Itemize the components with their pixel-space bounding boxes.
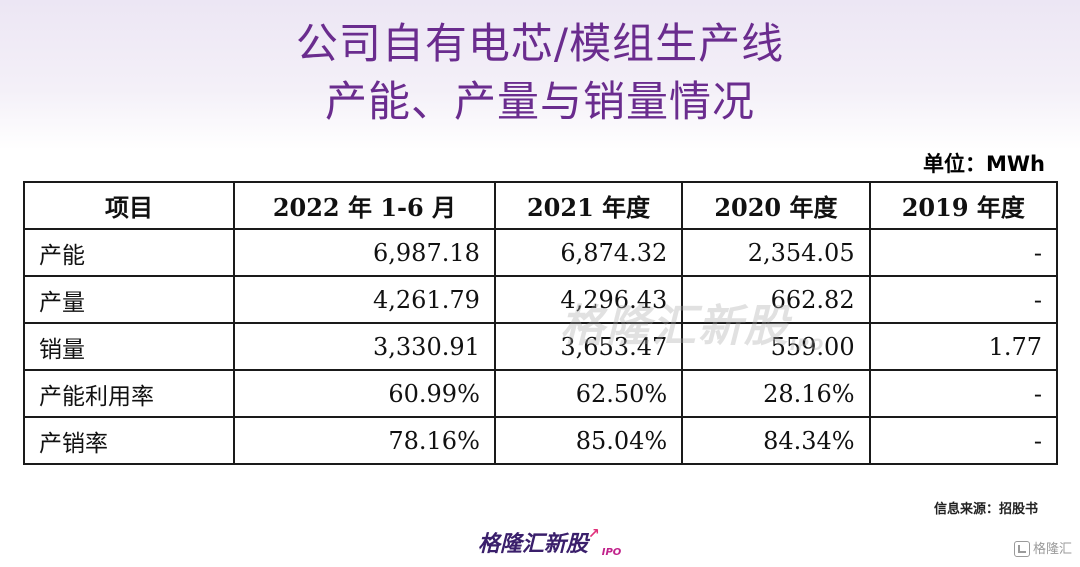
table-cell: 559.00 [681, 322, 871, 371]
table-cell: 78.16% [233, 416, 496, 465]
row-label: 产能利用率 [23, 369, 235, 418]
logo-suffix: IPO [601, 547, 622, 558]
table-row: 产量 4,261.79 4,296.43 662.82 - [23, 275, 1059, 324]
corner-brand: 格隆汇 [1013, 538, 1072, 557]
table-cell: - [868, 275, 1059, 324]
table-header-row: 项目 2022 年 1-6 月 2021 年度 2020 年度 2019 年度 [23, 181, 1059, 230]
row-label: 产量 [23, 275, 235, 324]
column-header: 项目 [23, 181, 235, 230]
table-cell: 662.82 [681, 275, 871, 324]
unit-label: 单位：MWh [922, 152, 1045, 176]
table-cell: - [868, 369, 1059, 418]
table-cell: 28.16% [681, 369, 871, 418]
brand-logo: 格隆汇新股↗IPO [478, 526, 621, 558]
table-cell: 1.77 [868, 322, 1059, 371]
table-cell: 3,330.91 [233, 322, 496, 371]
source-note: 信息来源：招股书 [933, 502, 1038, 517]
table-cell: 85.04% [493, 416, 684, 465]
table-cell: 84.34% [681, 416, 871, 465]
table-cell: - [868, 416, 1059, 465]
table-cell: 6,874.32 [493, 228, 684, 277]
table-cell: 6,987.18 [233, 228, 496, 277]
page-title-line2: 产能、产量与销量情况 [324, 77, 755, 126]
table-row: 产能利用率 60.99% 62.50% 28.16% - [23, 369, 1059, 418]
brand-mark-icon [1013, 541, 1030, 557]
column-header: 2019 年度 [868, 181, 1059, 230]
table-row: 销量 3,330.91 3,653.47 559.00 1.77 [23, 322, 1059, 371]
row-label: 产能 [23, 228, 235, 277]
row-label: 产销率 [23, 416, 235, 465]
column-header: 2020 年度 [681, 181, 871, 230]
logo-text: 格隆汇新股 [478, 532, 589, 557]
table-cell: 2,354.05 [681, 228, 871, 277]
table-row: 产销率 78.16% 85.04% 84.34% - [23, 416, 1059, 465]
table-cell: 62.50% [493, 369, 684, 418]
page-title-line1: 公司自有电芯/模组生产线 [295, 19, 785, 68]
table-cell: 60.99% [233, 369, 496, 418]
table-cell: - [868, 228, 1059, 277]
capacity-table: 项目 2022 年 1-6 月 2021 年度 2020 年度 2019 年度 … [23, 181, 1059, 465]
table-row: 产能 6,987.18 6,874.32 2,354.05 - [23, 228, 1059, 277]
spark-icon: ↗ [588, 526, 600, 542]
table-cell: 4,296.43 [493, 275, 684, 324]
table-cell: 3,653.47 [493, 322, 684, 371]
column-header: 2022 年 1-6 月 [233, 181, 496, 230]
column-header: 2021 年度 [493, 181, 684, 230]
table-cell: 4,261.79 [233, 275, 496, 324]
row-label: 销量 [23, 322, 235, 371]
